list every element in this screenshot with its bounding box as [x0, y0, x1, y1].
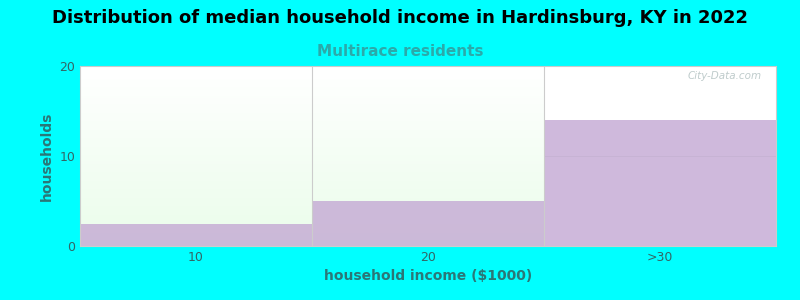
Text: Multirace residents: Multirace residents	[317, 44, 483, 59]
Text: City-Data.com: City-Data.com	[688, 71, 762, 81]
Bar	[80, 224, 312, 246]
Y-axis label: households: households	[40, 111, 54, 201]
Bar	[544, 120, 776, 246]
Text: Distribution of median household income in Hardinsburg, KY in 2022: Distribution of median household income …	[52, 9, 748, 27]
Bar	[312, 201, 544, 246]
X-axis label: household income ($1000): household income ($1000)	[324, 269, 532, 284]
